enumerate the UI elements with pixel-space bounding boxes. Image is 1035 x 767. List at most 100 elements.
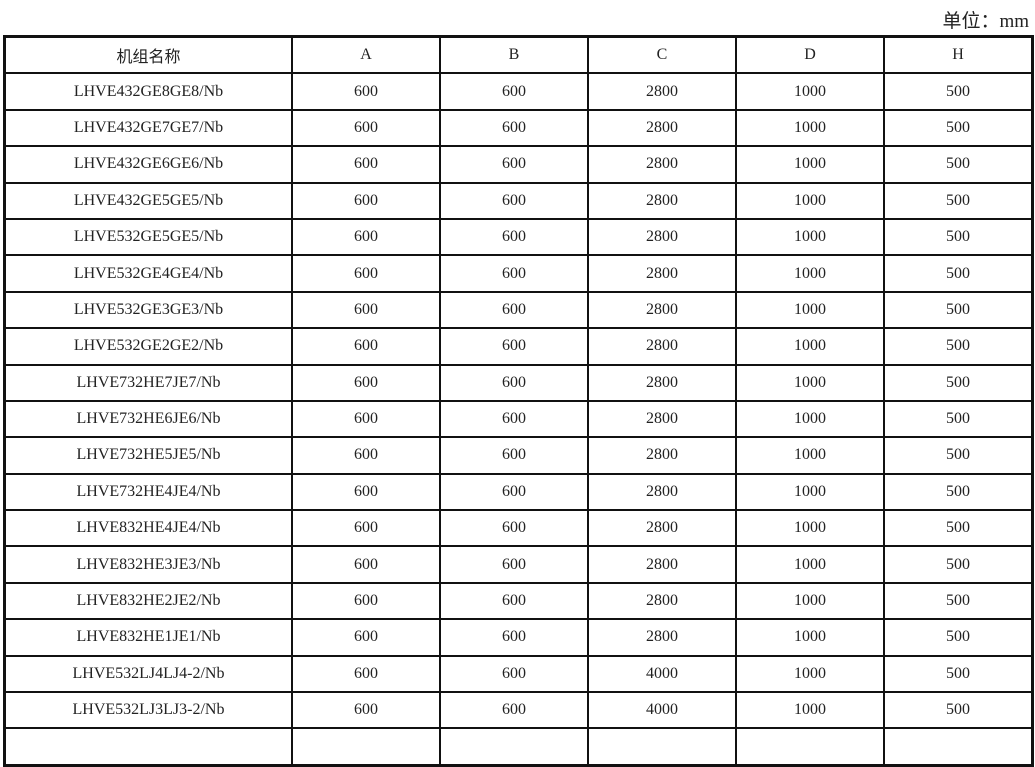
cell-b: 600: [439, 581, 589, 621]
cell-d: 1000: [735, 399, 885, 439]
cell-b: 600: [439, 145, 589, 184]
table-row: LHVE832HE3JE3/Nb 600 600 2800 1000 500: [3, 545, 1034, 584]
cell-unit-name: LHVE832HE3JE3/Nb: [3, 545, 293, 584]
header-b: B: [439, 35, 589, 75]
table-row: LHVE832HE4JE4/Nb 600 600 2800 1000 500: [3, 509, 1034, 548]
table-row: LHVE832HE1JE1/Nb 600 600 2800 1000 500: [3, 618, 1034, 657]
cell-d: 1000: [735, 217, 885, 257]
cell-c: 2800: [587, 145, 737, 184]
cell-h: 500: [883, 545, 1034, 584]
cell-a: 600: [291, 290, 441, 330]
header-c: C: [587, 35, 737, 75]
cell-c: 2800: [587, 436, 737, 475]
table-row: LHVE532GE5GE5/Nb 600 600 2800 1000 500: [3, 217, 1034, 257]
cell-c: 2800: [587, 254, 737, 293]
cell-h: 500: [883, 181, 1034, 220]
cell-b: 600: [439, 327, 589, 366]
cell-b: 600: [439, 290, 589, 330]
cell-unit-name: LHVE532LJ4LJ4-2/Nb: [3, 654, 293, 694]
cell-c: 2800: [587, 72, 737, 111]
cell-a: 600: [291, 654, 441, 694]
cell-unit-name: LHVE532GE2GE2/Nb: [3, 327, 293, 366]
cell-d: 1000: [735, 108, 885, 148]
table-row: LHVE432GE7GE7/Nb 600 600 2800 1000 500: [3, 108, 1034, 148]
dimensions-table: 机组名称 A B C D H LHVE432GE8GE8/Nb 600 600 280…: [3, 35, 1034, 767]
cell-h: 500: [883, 509, 1034, 548]
cell-h: 500: [883, 654, 1034, 694]
cell-unit-name: LHVE832HE2JE2/Nb: [3, 581, 293, 621]
table-row: LHVE532GE3GE3/Nb 600 600 2800 1000 500: [3, 290, 1034, 330]
cell-h: 500: [883, 108, 1034, 148]
cell-unit-name: LHVE532GE4GE4/Nb: [3, 254, 293, 293]
cell-d: 1000: [735, 545, 885, 584]
cell-a: 600: [291, 545, 441, 584]
cell-a: 600: [291, 72, 441, 111]
table-row: LHVE832HE2JE2/Nb 600 600 2800 1000 500: [3, 581, 1034, 621]
cell-a: 600: [291, 108, 441, 148]
table-row: LHVE432GE8GE8/Nb 600 600 2800 1000 500: [3, 72, 1034, 111]
cell-b: 600: [439, 545, 589, 584]
cell-unit-name: LHVE732HE6JE6/Nb: [3, 399, 293, 439]
header-row: 机组名称 A B C D H: [3, 35, 1034, 75]
cell-h: 500: [883, 618, 1034, 657]
cell-unit-name: LHVE432GE7GE7/Nb: [3, 108, 293, 148]
cell-unit-name: LHVE432GE8GE8/Nb: [3, 72, 293, 111]
header-h: H: [883, 35, 1034, 75]
cell-h: 500: [883, 72, 1034, 111]
cell-unit-name: LHVE832HE1JE1/Nb: [3, 618, 293, 657]
cell-a: 600: [291, 399, 441, 439]
cell-b: 600: [439, 618, 589, 657]
cell-c: 2800: [587, 108, 737, 148]
cell-unit-name: LHVE532GE5GE5/Nb: [3, 217, 293, 257]
cell-d: 1000: [735, 181, 885, 220]
cell-a: 600: [291, 363, 441, 402]
cell-unit-name: LHVE732HE5JE5/Nb: [3, 436, 293, 475]
cell-b: 600: [439, 399, 589, 439]
cell-d: 1000: [735, 654, 885, 694]
cell-h: 500: [883, 327, 1034, 366]
cell-d: 1000: [735, 436, 885, 475]
table-row: LHVE532GE4GE4/Nb 600 600 2800 1000 500: [3, 254, 1034, 293]
cell-d: 1000: [735, 363, 885, 402]
cell-a: 600: [291, 436, 441, 475]
table-row: LHVE432GE6GE6/Nb 600 600 2800 1000 500: [3, 145, 1034, 184]
cell-d: 1000: [735, 72, 885, 111]
cell-d: 1000: [735, 254, 885, 293]
header-unit-name: 机组名称: [3, 35, 293, 75]
cell-d: 1000: [735, 581, 885, 621]
cell-h: 500: [883, 691, 1034, 730]
cell-c: 2800: [587, 217, 737, 257]
cell-a: 600: [291, 509, 441, 548]
cell-a: 600: [291, 618, 441, 657]
cell-h: 500: [883, 581, 1034, 621]
cell-a: 600: [291, 217, 441, 257]
cell-a: 600: [291, 145, 441, 184]
cell-unit-name: LHVE732HE7JE7/Nb: [3, 363, 293, 402]
cell-c: 2800: [587, 509, 737, 548]
cell-d: 1000: [735, 618, 885, 657]
cell-c: 2800: [587, 545, 737, 584]
cell-unit-name: LHVE432GE5GE5/Nb: [3, 181, 293, 220]
table-row: LHVE532LJ4LJ4-2/Nb 600 600 4000 1000 500: [3, 654, 1034, 694]
cell-h: 500: [883, 254, 1034, 293]
cell-d: 1000: [735, 290, 885, 330]
cell-c: 2800: [587, 363, 737, 402]
header-a: A: [291, 35, 441, 75]
table-row: LHVE532LJ3LJ3-2/Nb 600 600 4000 1000 500: [3, 691, 1034, 730]
cell-h: 500: [883, 145, 1034, 184]
cell-b: 600: [439, 217, 589, 257]
cell-unit-name: LHVE532LJ3LJ3-2/Nb: [3, 691, 293, 730]
cell-b: 600: [439, 436, 589, 475]
cell-h: 500: [883, 436, 1034, 475]
cell-a: 600: [291, 181, 441, 220]
cell-h: 500: [883, 472, 1034, 512]
cell-b: 600: [439, 654, 589, 694]
cell-a: 600: [291, 327, 441, 366]
cell-c: 4000: [587, 654, 737, 694]
cell-d: 1000: [735, 472, 885, 512]
cell-d: 1000: [735, 691, 885, 730]
cell-c: 2800: [587, 290, 737, 330]
cell-c: 2800: [587, 581, 737, 621]
table-row: LHVE732HE7JE7/Nb 600 600 2800 1000 500: [3, 363, 1034, 402]
header-d: D: [735, 35, 885, 75]
